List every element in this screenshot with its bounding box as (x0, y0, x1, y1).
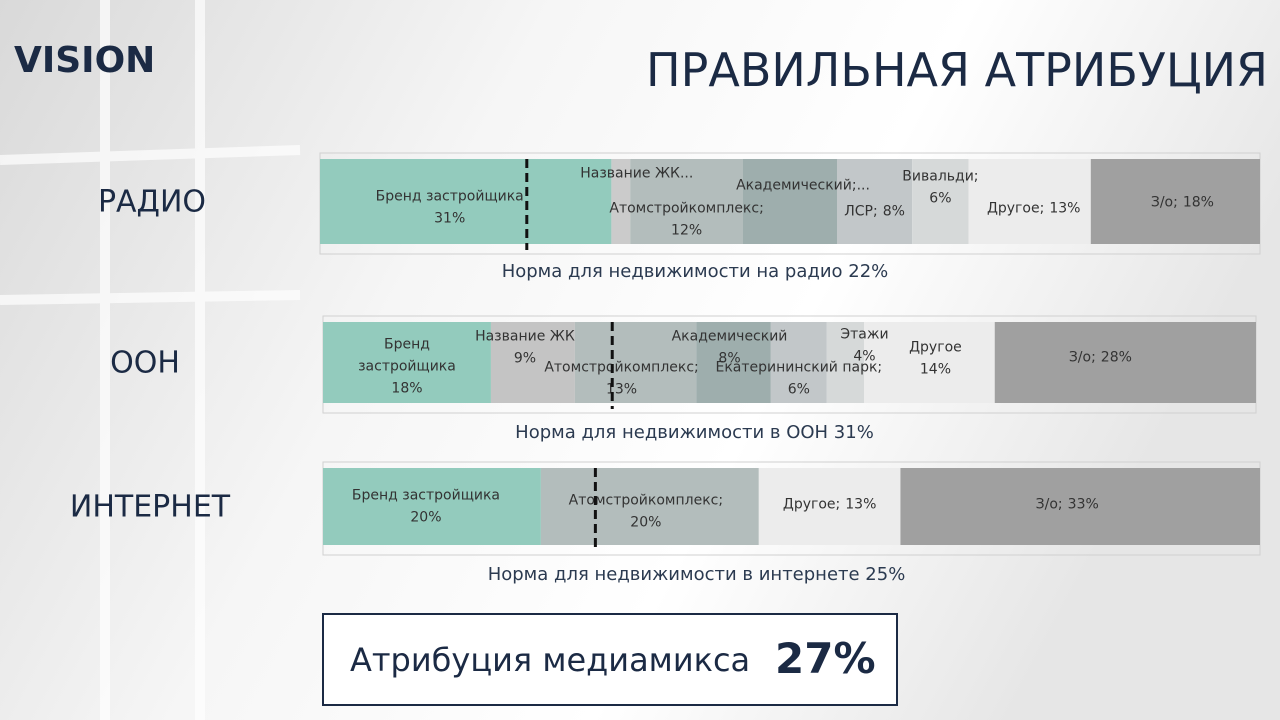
bar-segment (696, 322, 771, 403)
bar-segment (540, 468, 759, 545)
bar-segment (743, 159, 837, 244)
segment-label-line: 13% (606, 382, 637, 398)
segment-label-line: 6% (788, 382, 810, 398)
row-label: ИНТЕРНЕТ (70, 490, 231, 525)
segment-label: ЛСР; 8% (844, 204, 905, 220)
segment-label: Атомстройкомплекс; 13% (544, 360, 698, 398)
bar-segment (864, 322, 995, 403)
row-label: ООН (110, 346, 180, 381)
segment-label-line: Бренд (384, 337, 430, 353)
bar-segment (1090, 159, 1260, 244)
segment-label-line: 20% (630, 515, 661, 531)
segment-label-line: Атомстройкомплекс; (569, 493, 723, 509)
segment-label-value: 13% (845, 497, 876, 513)
segment-label-line: 6% (929, 191, 951, 207)
segment-label: Бренд застройщика 18% (358, 337, 456, 397)
segment-label-name: Другое; (987, 201, 1044, 217)
segment-label: Атомстройкомплекс; 12% (609, 201, 763, 239)
segment-label-line: Название ЖК... (580, 166, 693, 182)
bar-segment (490, 322, 575, 403)
summary-value: 27% (775, 634, 876, 683)
segment-label-value: 28% (1101, 350, 1132, 366)
bar-segment (994, 322, 1256, 403)
segment-label: Екатерининский парк; 6% (716, 360, 883, 398)
segment-label-value: 8% (883, 204, 905, 220)
summary-text: Атрибуция медиамикса (350, 641, 750, 679)
segment-label-line: Академический;... (736, 178, 870, 194)
segment-label-line: застройщика (358, 359, 456, 375)
segment-label-line: Бренд застройщика (376, 189, 524, 205)
logo: VISION (14, 40, 155, 81)
segment-label-line: Этажи (840, 327, 888, 343)
segment-label-line: Бренд застройщика (352, 488, 500, 504)
segment-label-line: Название ЖК (475, 329, 575, 345)
segment-label-name: Другое; (783, 497, 840, 513)
segment-label-line: Вивальди; (902, 169, 978, 185)
segment-label: Другое; 13% (783, 497, 877, 513)
norm-caption: Норма для недвижимости в ООН 31% (515, 422, 874, 443)
segment-label: Название ЖК... (580, 166, 693, 182)
segment-label-line: 20% (410, 510, 441, 526)
segment-label-line: Екатерининский парк; (716, 360, 883, 376)
segment-label-line: 4% (853, 349, 875, 365)
segment-label-value: 18% (1183, 195, 1214, 211)
segment-label: Другое; 13% (987, 201, 1081, 217)
bar-segment (912, 159, 969, 244)
norm-caption: Норма для недвижимости на радио 22% (502, 261, 889, 282)
bar-segment (323, 468, 541, 545)
bar-segment (837, 159, 913, 244)
segment-label-line: 9% (514, 351, 536, 367)
segment-label-line: 31% (434, 211, 465, 227)
segment-label: Название ЖК 9% (475, 329, 575, 367)
segment-label: Другое 14% (909, 340, 962, 378)
segment-label: З/о; 28% (1069, 350, 1132, 366)
segment-label-line: 14% (920, 362, 951, 378)
segment-label-line: Атомстройкомплекс; (544, 360, 698, 376)
segment-label-line: 12% (671, 223, 702, 239)
segment-label-line: Атомстройкомплекс; (609, 201, 763, 217)
segment-label: Этажи 4% (840, 327, 888, 365)
bar-segment (968, 159, 1091, 244)
row-label: РАДИО (98, 185, 206, 220)
segment-label-line: Другое (909, 340, 962, 356)
window-frame (0, 0, 301, 720)
segment-label-line: Академический (672, 329, 788, 345)
segment-label-line: 8% (718, 351, 740, 367)
bar-segment (320, 159, 612, 244)
norm-caption: Норма для недвижимости в интернете 25% (488, 564, 906, 585)
segment-label: Атомстройкомплекс; 20% (569, 493, 723, 531)
bar-segment (826, 322, 865, 403)
summary-box (322, 613, 898, 706)
bar-segment (611, 159, 631, 244)
slide-title: ПРАВИЛЬНАЯ АТРИБУЦИЯ (646, 43, 1268, 97)
segment-label-line: 18% (391, 381, 422, 397)
segment-label-value: 13% (1049, 201, 1080, 217)
segment-label: З/о; 33% (1036, 497, 1099, 513)
segment-label: Вивальди; 6% (902, 169, 978, 207)
segment-label: З/о; 18% (1151, 195, 1214, 211)
bar-segment (574, 322, 697, 403)
segment-label-value: 33% (1068, 497, 1099, 513)
segment-label-name: З/о; (1151, 195, 1178, 211)
segment-label: Академический 8% (672, 329, 788, 367)
segment-label: Академический;... (736, 178, 870, 194)
bar-segment (770, 322, 827, 403)
segment-label: Бренд застройщика 20% (352, 488, 500, 526)
bar-segment (323, 322, 491, 403)
bar-segment (630, 159, 743, 244)
segment-label-name: ЛСР; (844, 204, 877, 220)
segment-label: Бренд застройщика 31% (376, 189, 524, 227)
bar-segment (758, 468, 901, 545)
segment-label-name: З/о; (1036, 497, 1063, 513)
segment-label-name: З/о; (1069, 350, 1096, 366)
bar-segment (900, 468, 1260, 545)
